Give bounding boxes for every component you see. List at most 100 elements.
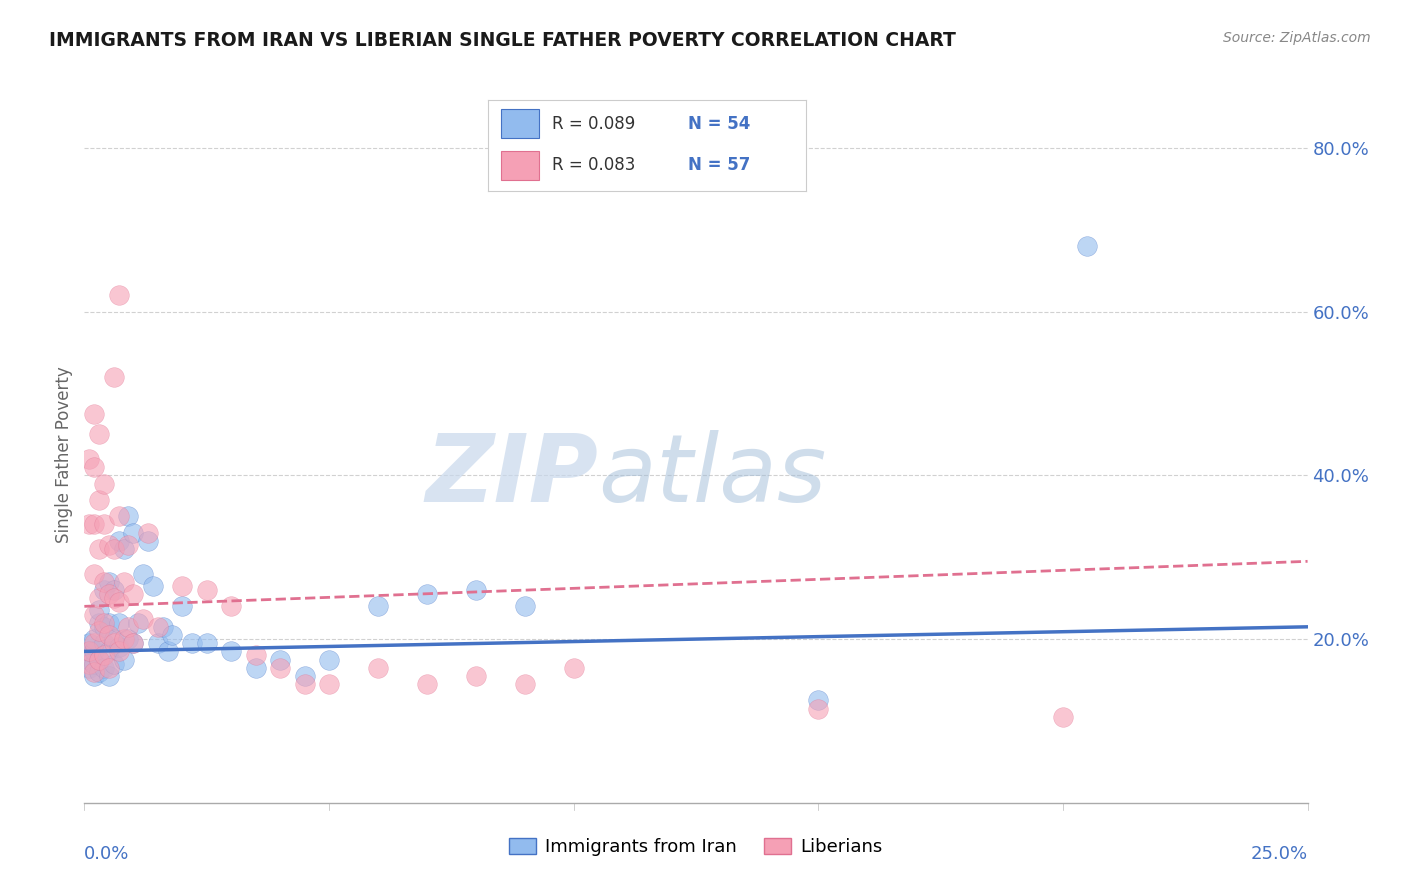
Point (146, 620, 169, 634)
Point (136, 533, 159, 548)
Point (117, 538, 139, 552)
Point (77, 652, 100, 666)
Point (294, 677, 316, 691)
Point (122, 525, 145, 540)
Point (87, 665, 110, 679)
Point (103, 636, 125, 650)
Point (87, 603, 110, 617)
Point (318, 652, 340, 666)
Point (97, 644, 120, 658)
Point (112, 652, 135, 666)
Text: ZIP: ZIP (425, 430, 598, 522)
Point (294, 669, 316, 683)
Point (83, 665, 105, 679)
Point (93, 636, 115, 650)
Point (83, 460, 105, 475)
Point (132, 612, 155, 626)
Point (117, 632, 139, 646)
Point (77, 644, 100, 658)
Point (464, 669, 486, 683)
Text: IMMIGRANTS FROM IRAN VS LIBERIAN SINGLE FATHER POVERTY CORRELATION CHART: IMMIGRANTS FROM IRAN VS LIBERIAN SINGLE … (49, 31, 956, 50)
Point (83, 669, 105, 683)
Point (87, 615, 110, 630)
Point (77, 661, 100, 675)
Point (93, 615, 115, 630)
Point (93, 582, 115, 597)
Point (103, 370, 125, 384)
Point (93, 517, 115, 532)
Point (807, 701, 830, 715)
Point (513, 677, 536, 691)
Y-axis label: Single Father Poverty: Single Father Poverty (55, 367, 73, 543)
Point (181, 636, 204, 650)
Point (219, 599, 242, 614)
Point (127, 615, 149, 630)
Point (87, 591, 110, 606)
Point (1052, 710, 1074, 724)
Point (245, 661, 267, 675)
Point (77, 644, 100, 658)
Point (87, 652, 110, 666)
Point (156, 644, 179, 658)
Point (269, 652, 291, 666)
Point (87, 492, 110, 507)
Text: Source: ZipAtlas.com: Source: ZipAtlas.com (1223, 31, 1371, 45)
Point (195, 636, 218, 650)
Point (107, 615, 129, 630)
Point (367, 599, 389, 614)
Point (103, 582, 125, 597)
Point (807, 693, 830, 707)
Point (367, 661, 389, 675)
Point (122, 636, 145, 650)
Point (83, 607, 105, 622)
Point (97, 661, 120, 675)
Point (93, 648, 115, 663)
Point (112, 632, 135, 646)
Point (107, 288, 129, 302)
Point (83, 566, 105, 581)
Point (83, 644, 105, 658)
Point (87, 624, 110, 638)
Point (107, 595, 129, 609)
Point (269, 661, 291, 675)
Point (107, 640, 129, 655)
Point (318, 677, 340, 691)
Point (132, 566, 155, 581)
Point (97, 587, 120, 601)
Point (122, 636, 145, 650)
Point (77, 636, 100, 650)
Point (93, 476, 115, 491)
Point (87, 427, 110, 442)
Point (77, 517, 100, 532)
Point (112, 542, 135, 557)
Point (93, 661, 115, 675)
Point (103, 542, 125, 557)
Point (97, 574, 120, 589)
Point (219, 644, 242, 658)
Point (416, 587, 439, 601)
Point (83, 632, 105, 646)
Point (83, 657, 105, 671)
Point (172, 599, 194, 614)
Point (87, 652, 110, 666)
Point (87, 542, 110, 557)
Point (97, 669, 120, 683)
Legend: Immigrants from Iran, Liberians: Immigrants from Iran, Liberians (502, 830, 890, 863)
Point (162, 628, 184, 642)
Point (122, 587, 145, 601)
Point (142, 579, 165, 593)
Point (97, 615, 120, 630)
Point (83, 517, 105, 532)
Point (1076, 239, 1098, 253)
Point (195, 582, 218, 597)
Point (103, 657, 125, 671)
Point (97, 538, 120, 552)
Point (245, 648, 267, 663)
Point (103, 591, 125, 606)
Point (136, 525, 159, 540)
Point (117, 620, 139, 634)
Point (83, 407, 105, 421)
Point (107, 509, 129, 524)
Point (152, 620, 174, 634)
Point (93, 574, 115, 589)
